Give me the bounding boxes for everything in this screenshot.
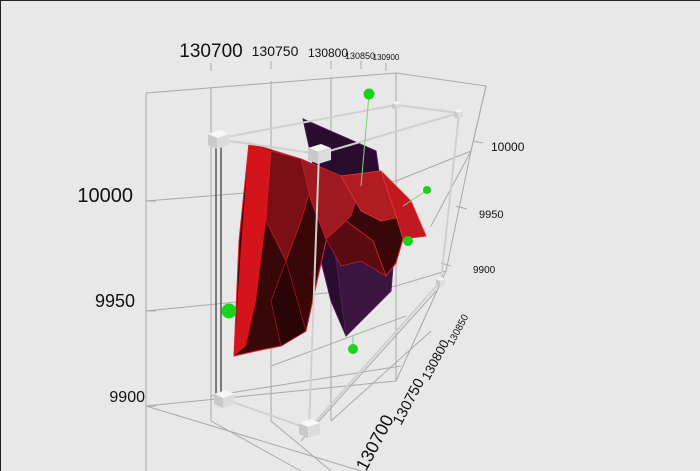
right-axis-tick: 9900 [473, 265, 496, 276]
data-marker[interactable] [221, 303, 237, 319]
right-axis-labels: 10000 9950 9900 [473, 140, 525, 276]
left-axis-labels: 10000 9950 9900 [77, 185, 145, 406]
right-axis-tick: 10000 [491, 140, 525, 154]
top-axis-tick: 130900 [373, 53, 400, 62]
data-marker[interactable] [363, 88, 375, 100]
top-axis-tick: 130850 [345, 51, 375, 61]
left-axis-tick: 9950 [95, 291, 135, 311]
selection-frame-edge [215, 146, 222, 399]
front-surface [233, 142, 427, 357]
top-axis-tick: 130750 [252, 43, 299, 59]
bottom-axis-tick: 130700 [352, 411, 398, 471]
top-axis-tick: 130800 [308, 46, 348, 60]
top-axis-tick: 130700 [179, 41, 242, 62]
corner-handle-top-left[interactable] [208, 130, 229, 149]
left-axis-tick: 10000 [77, 185, 133, 207]
corner-handle-bottom-right[interactable] [436, 277, 445, 287]
data-marker[interactable] [348, 344, 358, 354]
corner-handle-top-back[interactable] [392, 101, 401, 110]
left-axis-tick: 9900 [109, 389, 145, 406]
bottom-axis-tick: 130850 [446, 312, 472, 347]
corner-handle-bottom-mid[interactable] [299, 419, 320, 438]
right-axis-tick: 9950 [479, 209, 503, 221]
data-marker[interactable] [423, 186, 431, 194]
bottom-axis-labels: 130850 130800 130750 130700 [352, 312, 472, 471]
corner-handle-top-mid[interactable] [308, 144, 331, 164]
data-marker[interactable] [403, 236, 413, 246]
corner-handle-top-right[interactable] [454, 109, 463, 119]
corner-handle-bottom-left[interactable] [214, 390, 235, 408]
selection-frame [215, 104, 460, 430]
top-axis-labels: 130700 130750 130800 130850 130900 [179, 41, 400, 62]
bottom-axis-tick: 130800 [418, 337, 452, 382]
